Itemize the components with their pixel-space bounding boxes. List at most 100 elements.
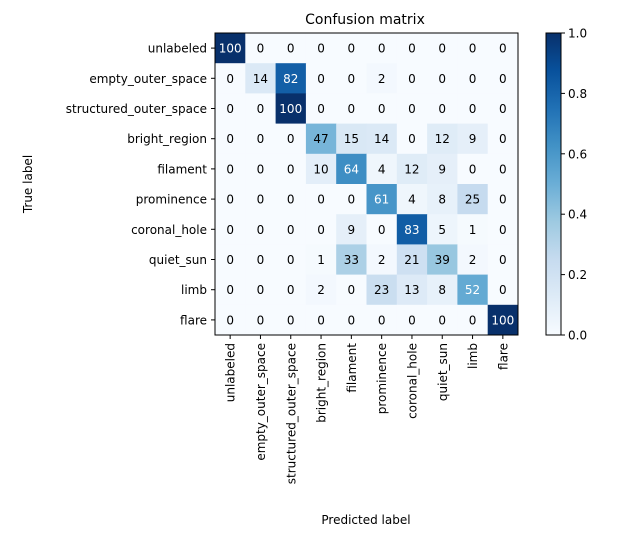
- heatmap-cell: [427, 33, 458, 64]
- heatmap-cell: [336, 63, 367, 94]
- heatmap-cell: [366, 274, 398, 306]
- x-tick-label: quiet_sun: [436, 343, 450, 401]
- cell-value-label: 0: [226, 223, 234, 237]
- cell-value-label: 0: [469, 162, 477, 176]
- cell-value-label: 0: [438, 42, 446, 56]
- heatmap-cell: [305, 63, 337, 94]
- cell-value-label: 14: [253, 72, 268, 86]
- cell-value-label: 83: [404, 223, 419, 237]
- cell-value-label: 61: [374, 193, 389, 207]
- heatmap-cell: [396, 304, 428, 336]
- heatmap-cell: [487, 244, 519, 275]
- cell-value-label: 0: [226, 132, 234, 146]
- heatmap-cell: [215, 304, 246, 336]
- cell-value-label: 8: [438, 193, 446, 207]
- heatmap-cell: [427, 244, 458, 275]
- cell-value-label: 15: [344, 132, 359, 146]
- heatmap-cell: [396, 214, 428, 245]
- cell-value-label: 0: [226, 162, 234, 176]
- cell-value-label: 0: [499, 223, 507, 237]
- cell-value-label: 0: [348, 313, 356, 327]
- heatmap-cell: [305, 244, 337, 275]
- heatmap-cell: [396, 274, 428, 306]
- cell-value-label: 52: [465, 283, 480, 297]
- colorbar-ticks: 0.0 0.2 0.4 0.6 0.8 1.0: [561, 27, 587, 343]
- heatmap-cell: [245, 184, 276, 215]
- cell-value-label: 0: [378, 42, 386, 56]
- cell-value-label: 0: [226, 313, 234, 327]
- cell-value-label: 0: [499, 132, 507, 146]
- heatmap-cell: [366, 304, 398, 336]
- heatmap-cell: [487, 63, 519, 94]
- cell-value-label: 0: [438, 313, 446, 327]
- heatmap-cell: [305, 274, 337, 306]
- heatmap-cell: [366, 63, 398, 94]
- chart-title: Confusion matrix: [305, 12, 425, 28]
- cell-value-label: 25: [465, 193, 480, 207]
- y-tick-label: flare: [180, 313, 207, 327]
- cell-value-label: 0: [287, 193, 295, 207]
- cell-value-label: 2: [378, 253, 386, 267]
- heatmap-cell: [336, 33, 367, 64]
- heatmap-cell: [245, 63, 276, 94]
- heatmap-cell: [215, 93, 246, 124]
- cell-value-label: 0: [257, 162, 265, 176]
- cell-value-label: 33: [344, 253, 359, 267]
- cell-value-label: 0: [408, 42, 416, 56]
- heatmap-cell: [305, 123, 337, 155]
- heatmap-cell: [275, 304, 307, 336]
- heatmap-cell: [245, 214, 276, 245]
- heatmap-cell: [336, 184, 367, 215]
- colorbar-tick-label: 0.2: [568, 268, 587, 282]
- heatmap-cell: [366, 214, 398, 245]
- heatmap-cell: [245, 244, 276, 275]
- cell-value-label: 0: [378, 102, 386, 116]
- heatmap-cell: [396, 123, 428, 155]
- heatmap-cell: [487, 274, 519, 306]
- cell-value-label: 21: [404, 253, 419, 267]
- cell-value-label: 0: [317, 313, 325, 327]
- heatmap-cell: [336, 123, 367, 155]
- heatmap-cell: [305, 304, 337, 336]
- heatmap-cell: [427, 123, 458, 155]
- cell-value-label: 0: [348, 102, 356, 116]
- cell-value-label: 0: [226, 72, 234, 86]
- heatmap-cell-labels: 100 0 0 0 0 0 0 0 0 00 14 82 0 0 2 0 0 0 00 0 100 0 0 0 0 0 0 00 0 0 4…: [219, 42, 515, 328]
- heatmap-cell: [215, 274, 246, 306]
- heatmap-cell: [275, 33, 307, 64]
- heatmap-cell: [366, 33, 398, 64]
- cell-value-label: 0: [226, 253, 234, 267]
- cell-value-label: 0: [257, 223, 265, 237]
- cell-value-label: 0: [438, 102, 446, 116]
- heatmap-cell: [215, 214, 246, 245]
- heatmap-cell: [427, 93, 458, 124]
- heatmap-cell: [487, 214, 519, 245]
- cell-value-label: 0: [317, 193, 325, 207]
- heatmap-cell: [215, 63, 246, 94]
- cell-value-label: 0: [499, 102, 507, 116]
- colorbar: [545, 32, 562, 336]
- cell-value-label: 100: [219, 42, 242, 56]
- cell-value-label: 0: [287, 162, 295, 176]
- cell-value-label: 0: [257, 102, 265, 116]
- cell-value-label: 0: [499, 253, 507, 267]
- cell-value-label: 0: [408, 132, 416, 146]
- heatmap-cell: [487, 123, 519, 155]
- heatmap-cell: [457, 33, 489, 64]
- heatmap-cell: [457, 274, 489, 306]
- cell-value-label: 0: [317, 42, 325, 56]
- cell-value-label: 14: [374, 132, 389, 146]
- y-tick-label: empty_outer_space: [89, 72, 207, 86]
- cell-value-label: 0: [287, 313, 295, 327]
- heatmap-cell: [457, 93, 489, 124]
- heatmap-cell: [275, 214, 307, 245]
- cell-value-label: 12: [404, 162, 419, 176]
- heatmap-cell: [366, 153, 398, 185]
- cell-value-label: 23: [374, 283, 389, 297]
- heatmap-cell: [487, 153, 519, 185]
- heatmap-cell: [457, 153, 489, 185]
- heatmap-cell: [487, 93, 519, 124]
- y-tick-label: filament: [157, 162, 207, 176]
- cell-value-label: 39: [435, 253, 450, 267]
